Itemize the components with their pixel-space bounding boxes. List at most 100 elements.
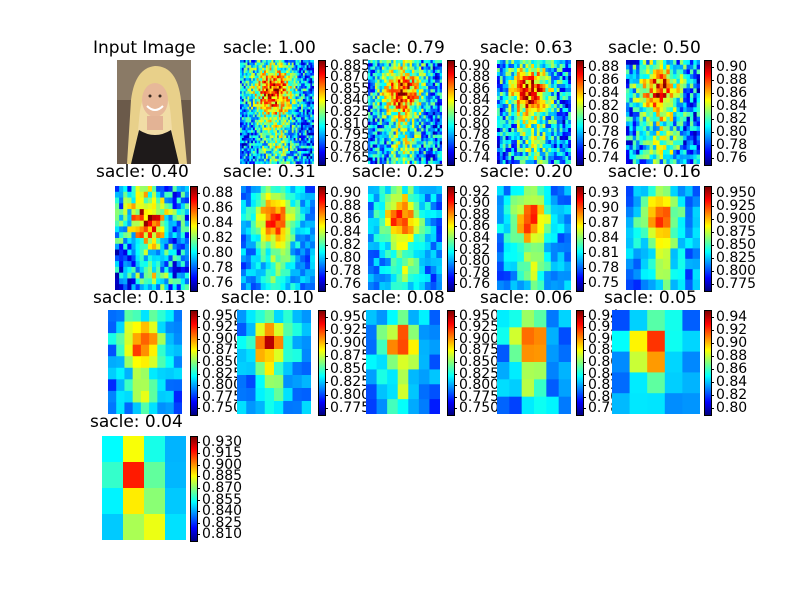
heatmap-cell	[419, 258, 426, 267]
heatmap-cell	[565, 160, 569, 164]
heatmap-cell	[423, 160, 427, 164]
heatmap-cell	[267, 117, 271, 121]
heatmap-cell	[659, 154, 664, 160]
heatmap-cell	[293, 117, 296, 121]
heatmap-cell	[251, 151, 254, 155]
heatmap-cell	[240, 148, 243, 152]
heatmap-cell	[497, 108, 501, 113]
heatmap-cell	[156, 284, 161, 290]
heatmap	[626, 60, 700, 164]
heatmap-cell	[139, 266, 145, 274]
heatmap-cell	[255, 262, 262, 270]
heatmap-cell	[310, 143, 313, 147]
colorbar-tick	[454, 214, 457, 216]
heatmap-cell	[534, 72, 538, 77]
heatmap-cell	[544, 252, 552, 263]
heatmap-cell	[510, 214, 518, 225]
heatmap-cell	[370, 76, 374, 80]
heatmap-cell	[310, 114, 313, 118]
heatmap-cell	[421, 144, 424, 149]
heatmap-cell	[402, 102, 406, 106]
heatmap-cell	[648, 269, 657, 281]
heatmap-cell	[310, 186, 315, 194]
heatmap-cell	[267, 67, 271, 71]
heatmap-cell	[247, 60, 250, 64]
heatmap-cell	[516, 128, 521, 133]
heatmap-cell	[143, 243, 149, 251]
heatmap-cell	[302, 161, 306, 164]
heatmap-cell	[632, 102, 637, 108]
heatmap-cell	[297, 151, 300, 155]
heatmap-cell	[432, 95, 436, 100]
heatmap-cell	[243, 101, 247, 105]
heatmap-cell	[439, 76, 442, 80]
heatmap-cell	[258, 114, 261, 118]
heatmap-cell	[285, 213, 291, 222]
heatmap-cell	[536, 100, 541, 105]
heatmap-cell	[542, 112, 546, 117]
heatmap-cell	[372, 105, 376, 110]
heatmap-cell	[241, 151, 245, 155]
heatmap-cell	[425, 160, 429, 164]
heatmap-cell	[301, 78, 304, 82]
heatmap-cell	[656, 126, 661, 132]
heatmap-cell	[260, 151, 263, 155]
heatmap-cell	[402, 186, 409, 195]
heatmap-cell	[262, 75, 265, 79]
heatmap-cell	[409, 112, 413, 116]
heatmap-cell	[277, 143, 280, 147]
heatmap-cell	[437, 95, 441, 100]
heatmap-cell	[418, 60, 422, 64]
heatmap-cell	[250, 255, 257, 263]
heatmap-cell	[626, 159, 630, 164]
heatmap-cell	[245, 117, 248, 121]
heatmap-cell	[308, 70, 311, 74]
heatmap-cell	[297, 104, 300, 108]
heatmap-cell	[172, 261, 178, 268]
heatmap-cell	[400, 138, 404, 142]
heatmap-cell	[310, 83, 313, 87]
heatmap-cell	[416, 131, 420, 136]
heatmap-cell	[559, 124, 563, 129]
heatmap-cell	[391, 73, 394, 77]
heatmap-cell	[562, 140, 566, 145]
heatmap-cell	[439, 66, 442, 71]
heatmap-cell	[277, 153, 280, 157]
heatmap-cell	[437, 134, 441, 139]
heatmap-cell	[273, 119, 276, 123]
heatmap-cell	[173, 390, 182, 403]
heatmap-cell	[176, 197, 182, 204]
heatmap-cell	[393, 154, 397, 158]
heatmap-cell	[255, 220, 262, 229]
heatmap-cell	[275, 161, 278, 164]
heatmap-cell	[430, 76, 434, 80]
heatmap-cell	[241, 135, 245, 139]
heatmap-cell	[419, 242, 426, 251]
heatmap-cell	[295, 241, 301, 249]
heatmap-cell	[439, 138, 442, 142]
colorbar-tick	[197, 350, 200, 352]
heatmap-cell	[505, 96, 509, 101]
heatmap-cell	[646, 154, 651, 160]
heatmap-cell	[696, 88, 700, 94]
heatmap-cell	[249, 143, 252, 147]
heatmap-cell	[393, 157, 397, 162]
heatmap-cell	[252, 96, 256, 100]
heatmap-cell	[152, 284, 157, 290]
colorbar-tick	[454, 135, 457, 137]
heatmap-cell	[402, 157, 406, 162]
heatmap-cell	[689, 102, 694, 108]
heatmap-cell	[673, 97, 677, 104]
panel-title: sacle: 0.13	[93, 288, 186, 308]
heatmap-cell	[262, 86, 265, 90]
heatmap-cell	[286, 158, 289, 162]
heatmap-cell	[249, 70, 252, 74]
heatmap-cell	[286, 161, 289, 164]
heatmap-cell	[289, 73, 293, 77]
heatmap-cell	[267, 156, 271, 160]
heatmap-cell	[385, 186, 392, 195]
heatmap-cell	[258, 145, 261, 149]
heatmap-cell	[414, 144, 418, 149]
heatmap-cell	[381, 118, 385, 123]
heatmap-cell	[284, 156, 287, 160]
